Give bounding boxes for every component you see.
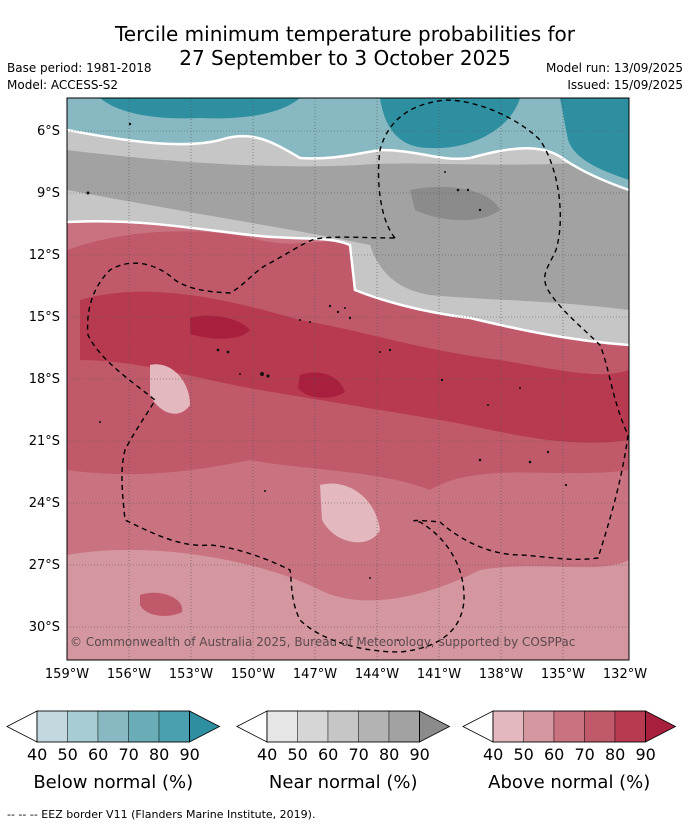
- tercile-boundary-line: [67, 219, 629, 347]
- colorbar-title: Above normal (%): [488, 772, 651, 793]
- lon-label: 135°W: [540, 667, 586, 682]
- title-line-1: Tercile minimum temperature probabilitie…: [114, 22, 576, 46]
- map-title: Tercile minimum temperature probabilitie…: [0, 22, 690, 70]
- colorbar-segment: [584, 710, 616, 743]
- colorbar-tick-label: 60: [544, 745, 565, 764]
- colorbar-tick-label: 90: [409, 745, 430, 764]
- colorbar-tick-label: 90: [179, 745, 200, 764]
- colorbar-tick-label: 80: [149, 745, 170, 764]
- colorbar-tick-label: 50: [513, 745, 534, 764]
- colorbar-tick-label: 70: [348, 745, 369, 764]
- colorbar-tick-label: 50: [57, 745, 78, 764]
- colorbar-over-triangle: [419, 710, 451, 743]
- colorbar-outline: [266, 710, 420, 743]
- colorbar-segment: [358, 710, 390, 743]
- lon-label: 132°W: [602, 667, 648, 682]
- map-fill: [67, 98, 629, 660]
- islands: [86, 122, 568, 641]
- gridlines: [67, 98, 629, 660]
- model-name: Model: ACCESS-S2: [7, 78, 119, 92]
- eez-borders: [86, 99, 629, 653]
- below-90-central: [380, 98, 520, 149]
- title-line-2: 27 September to 3 October 2025: [179, 46, 511, 70]
- lon-label: 150°W: [230, 667, 276, 682]
- issued-date: Issued: 15/09/2025: [567, 78, 683, 92]
- colorbar-over-triangle: [189, 710, 221, 743]
- near-90-patch: [410, 186, 500, 221]
- model-run: Model run: 13/09/2025: [545, 61, 683, 75]
- lon-label: 138°W: [478, 667, 524, 682]
- base-period: Base period: 1981-2018: [7, 61, 152, 75]
- colorbar-tick-label: 70: [118, 745, 139, 764]
- colorbar-under-triangle: [462, 710, 494, 743]
- lat-label: 15°S: [28, 310, 60, 325]
- lon-label: 153°W: [168, 667, 214, 682]
- colorbar-segment: [614, 710, 646, 743]
- colorbar-tick-label: 80: [605, 745, 626, 764]
- colorbar-tick-label: 60: [88, 745, 109, 764]
- colorbar-outline: [36, 710, 190, 743]
- near-80-region: [67, 150, 629, 310]
- above-90-patch-2: [298, 372, 345, 398]
- colorbar-segment: [67, 710, 99, 743]
- colorbar-segment: [297, 710, 329, 743]
- lat-label: 6°S: [36, 124, 60, 139]
- above-40-patch: [150, 364, 190, 414]
- colorbar-segment: [128, 710, 160, 743]
- colorbar-under-triangle: [6, 710, 38, 743]
- lat-label: 24°S: [28, 496, 60, 511]
- lon-label: 147°W: [292, 667, 338, 682]
- below-90-west: [100, 98, 300, 119]
- lon-label: 144°W: [354, 667, 400, 682]
- colorbar-segment: [327, 710, 359, 743]
- colorbar-under-triangle: [236, 710, 268, 743]
- colorbar-tick-label: 90: [635, 745, 656, 764]
- colorbar-segment: [266, 710, 298, 743]
- colorbar-title: Below normal (%): [33, 772, 194, 793]
- colorbar-segment: [36, 710, 68, 743]
- colorbar-tick-label: 60: [318, 745, 339, 764]
- colorbar-tick-label: 40: [483, 745, 504, 764]
- colorbar-outline: [492, 710, 646, 743]
- colorbar-tick-label: 50: [287, 745, 308, 764]
- meta-left: Base period: 1981-2018 Model: ACCESS-S2: [7, 60, 152, 94]
- colorbar-tick-label: 80: [379, 745, 400, 764]
- lat-label: 30°S: [28, 620, 60, 635]
- above-40-patch-2: [320, 483, 380, 543]
- colorbar-segment: [492, 710, 524, 743]
- lat-label: 9°S: [36, 186, 60, 201]
- colorbar-segment: [158, 710, 190, 743]
- colorbar-title: Near normal (%): [268, 772, 418, 793]
- above-50-south: [67, 549, 629, 660]
- lon-label: 156°W: [106, 667, 152, 682]
- tercile-boundary-line-north: [67, 128, 629, 192]
- below-90-east: [560, 98, 629, 180]
- meta-right: Model run: 13/09/2025 Issued: 15/09/2025: [546, 60, 683, 94]
- colorbars: [6, 710, 677, 743]
- colorbar-tick-label: 40: [257, 745, 278, 764]
- copyright-text: © Commonwealth of Australia 2025, Bureau…: [70, 635, 575, 649]
- colorbar-segment: [388, 710, 420, 743]
- colorbar-segment: [553, 710, 585, 743]
- lon-label: 159°W: [44, 667, 90, 682]
- colorbar-tick-label: 70: [574, 745, 595, 764]
- above-90-patch: [190, 315, 250, 339]
- colorbar-segment: [523, 710, 555, 743]
- colorbar-tick-label: 40: [27, 745, 48, 764]
- lon-label: 141°W: [416, 667, 462, 682]
- colorbar-over-triangle: [645, 710, 677, 743]
- lat-label: 12°S: [28, 248, 60, 263]
- colorbar-segment: [97, 710, 129, 743]
- lat-label: 18°S: [28, 372, 60, 387]
- eez-legend-note: -- -- -- EEZ border V11 (Flanders Marine…: [7, 808, 316, 821]
- lat-label: 21°S: [28, 434, 60, 449]
- above-70-south-patch: [140, 592, 183, 616]
- map-frame: [66, 97, 630, 661]
- lat-label: 27°S: [28, 558, 60, 573]
